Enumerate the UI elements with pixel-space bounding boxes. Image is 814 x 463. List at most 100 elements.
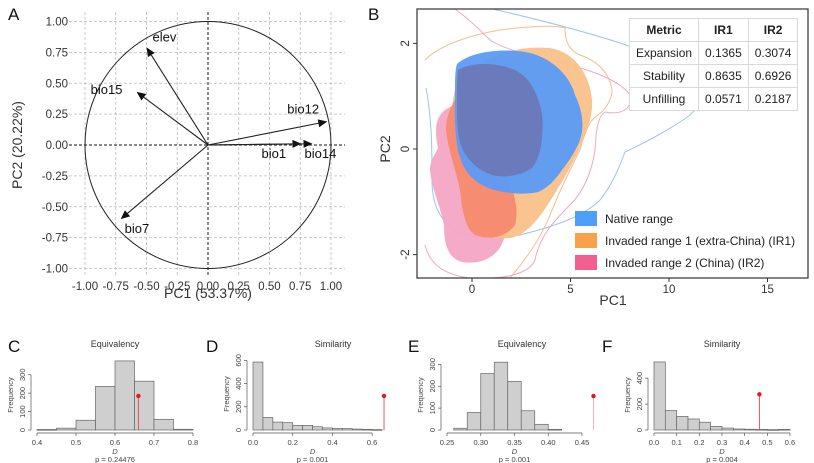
histogram-bar: [173, 428, 194, 431]
x-tick-label: 0.8: [188, 438, 198, 447]
y-tick-label: -0.75: [42, 233, 68, 245]
x-tick-label: 0.2: [694, 438, 704, 447]
histogram-bar: [493, 361, 509, 431]
legend-item: Invaded range 2 (China) (IR2): [575, 255, 764, 270]
y-tick-label: 100: [428, 402, 437, 415]
y-tick-label: -2: [400, 249, 412, 259]
panel-label-a: A: [8, 5, 20, 24]
y-tick-label: 200: [428, 380, 437, 393]
table-row: Expansion 0.1365 0.3074: [628, 41, 799, 65]
y-tick-label: 1.00: [46, 17, 68, 29]
x-tick-label: 0.7: [149, 438, 159, 447]
x-tick-label: 0.5: [71, 438, 81, 447]
histogram-bar: [361, 428, 373, 431]
histogram-bar: [371, 429, 383, 431]
histogram-bar: [732, 428, 746, 431]
arrow-head: [317, 119, 328, 128]
x-tick-label: 0.40: [541, 438, 556, 447]
p-value-caption: p = 0.24476: [95, 455, 135, 463]
table-cell: 0.1365: [698, 41, 749, 65]
histogram-bar: [272, 421, 284, 431]
arrow-shaft: [150, 54, 209, 146]
histogram-bar: [778, 429, 791, 431]
y-tick-label: 200: [635, 398, 644, 411]
x-tick-label: 0.45: [575, 438, 590, 447]
table-header: Metric: [628, 18, 700, 42]
histogram-bar: [332, 428, 343, 431]
y-tick-label: 0: [18, 428, 27, 432]
legend-swatch: [575, 233, 597, 248]
y-tick-label: 0: [234, 428, 243, 432]
histogram-bar: [322, 427, 333, 431]
niche-metrics-table: Metric IR1 IR2 Expansion 0.1365 0.3074 S…: [628, 18, 799, 111]
observed-value-point: [591, 393, 596, 399]
y-tick-label: 600: [234, 354, 243, 367]
x-tick-label: 0.2: [287, 438, 297, 447]
x-tick-label: 1.00: [320, 281, 342, 293]
y-tick-label: 0: [428, 428, 437, 432]
vector-label: bio7: [125, 221, 150, 236]
arrow-shaft: [127, 144, 209, 214]
x-tick-label: 0.25: [440, 438, 455, 447]
p-value-caption: p = 0.004: [706, 455, 738, 463]
histogram-title: Similarity: [315, 339, 352, 349]
x-tick-label: 0.30: [473, 438, 488, 447]
y-tick-label: 200: [234, 401, 243, 414]
table-cell: 0.8635: [698, 64, 749, 88]
plot-frame-b: [416, 8, 809, 279]
x-tick-label: 0.5: [762, 438, 772, 447]
histogram-bar: [744, 428, 757, 431]
x-tick-label: 0.6: [367, 438, 377, 447]
x-axis-title: D: [719, 447, 725, 456]
histogram-title: Similarity: [704, 339, 741, 349]
y-tick-label: 200: [18, 387, 27, 400]
legend-label: Invaded range 1 (extra-China) (IR1): [605, 234, 795, 248]
histogram-bar: [507, 381, 522, 431]
x-tick-label: 0.0: [649, 438, 659, 447]
histogram-panel-e: Equivalency 0.25 0.30 0.35 0.40 0.45 0 100 200 30…: [416, 339, 596, 463]
histogram-bar: [698, 421, 712, 431]
histogram-bar: [114, 360, 135, 431]
vector-label: elev: [153, 29, 177, 44]
histogram-bar: [766, 429, 780, 431]
native-ir-overlap: [457, 64, 543, 177]
table-header: IR1: [698, 18, 749, 42]
arrow-shaft: [143, 96, 209, 146]
vector-label: bio1: [261, 146, 286, 161]
histogram-bar: [721, 427, 734, 431]
vector-arrow: elev: [146, 29, 209, 146]
x-tick-label: -0.25: [164, 281, 190, 293]
observed-value-point: [381, 393, 387, 399]
x-tick-label: 0.3: [717, 438, 727, 447]
y-tick-label: 0.25: [46, 109, 68, 121]
histogram-title: Equivalency: [498, 339, 547, 349]
table-cell: 0.0571: [698, 87, 749, 111]
x-tick-label: 0.6: [110, 438, 120, 447]
table-cell: Expansion: [628, 41, 700, 65]
y-tick-label: 2: [400, 40, 412, 46]
histogram-bar: [56, 427, 77, 431]
histogram-bar: [676, 416, 689, 431]
histogram-bar: [252, 361, 264, 431]
x-axis-title-a: PC1 (53.37%): [164, 285, 252, 301]
histogram-panel-d: Similarity 0.0 0.2 0.4 0.6 0 200 400 600Frequenc…: [222, 339, 387, 463]
p-value-caption: p = 0.001: [499, 455, 531, 463]
vector-arrow: bio12: [207, 102, 328, 146]
y-tick-label: -1.00: [42, 264, 68, 276]
x-axis-title: D: [512, 447, 518, 456]
panel-label-e: E: [408, 337, 419, 356]
x-tick-label: 0.25: [228, 281, 250, 293]
panel-label-f: F: [602, 337, 612, 356]
p-value-caption: p = 0.001: [297, 455, 329, 463]
arrow-head: [120, 210, 131, 220]
histogram-bar: [75, 419, 96, 431]
legend-label: Invaded range 2 (China) (IR2): [605, 256, 764, 270]
table-cell: Stability: [628, 64, 700, 88]
x-tick-label: -0.50: [133, 281, 159, 293]
histogram-bar: [351, 428, 363, 431]
x-tick-label: 0.6: [785, 438, 795, 447]
y-axis-title-b: PC2: [377, 135, 393, 162]
x-axis-title-b: PC1: [599, 292, 626, 308]
panel-label-b: B: [368, 5, 379, 24]
